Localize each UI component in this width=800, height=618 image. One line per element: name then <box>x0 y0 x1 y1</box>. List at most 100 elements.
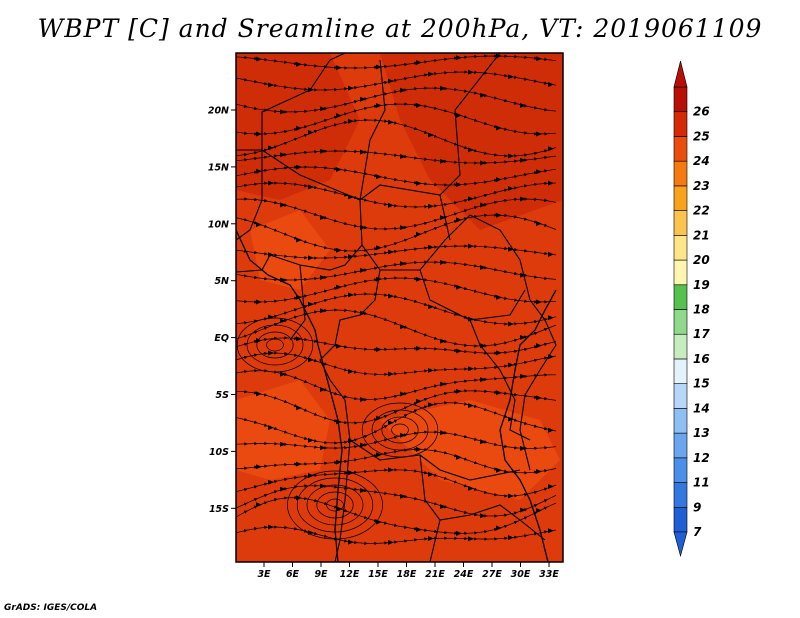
streamline-arrow <box>348 254 354 260</box>
streamline-arrow <box>388 539 394 545</box>
streamline-arrow <box>376 174 382 180</box>
streamlines <box>236 53 557 546</box>
streamline-arrow <box>400 324 406 330</box>
streamline-arrow <box>308 357 314 363</box>
colorbar-label: 25 <box>693 129 710 143</box>
streamline-arrow <box>280 371 286 377</box>
streamline-arrow <box>388 420 394 426</box>
map-title: WBPT [C] and Sreamline at 200hPa, VT: 20… <box>37 14 763 43</box>
streamline-arrow <box>308 255 314 261</box>
vortex-ring <box>266 338 284 352</box>
streamline-arrow <box>456 284 462 290</box>
streamline-arrow <box>296 336 302 342</box>
colorbar-label: 9 <box>693 500 701 514</box>
streamline-arrow <box>268 180 274 186</box>
streamline-arrow <box>428 471 434 477</box>
streamline-arrow <box>548 528 554 534</box>
streamline-arrow <box>520 373 526 379</box>
vortex-ring <box>287 470 383 540</box>
streamline-arrow <box>468 243 474 249</box>
colorbar-swatch <box>673 457 688 483</box>
streamline-arrow <box>388 293 394 299</box>
streamline-arrow <box>548 82 554 87</box>
coastline <box>236 229 557 562</box>
streamline-arrow <box>428 132 434 138</box>
streamline <box>236 149 557 165</box>
streamline-arrow <box>480 265 486 270</box>
streamline-arrow <box>480 377 486 383</box>
lat-tick-label: 20N <box>208 106 229 117</box>
streamline-arrow <box>400 154 406 159</box>
colorbar-label: 17 <box>693 327 710 341</box>
streamline-arrow <box>548 427 554 433</box>
streamline-arrow <box>296 495 302 501</box>
streamline <box>236 213 557 253</box>
lon-tick-label: 30E <box>511 569 531 580</box>
map-frame <box>235 52 564 563</box>
colorbar-swatch <box>673 383 688 409</box>
streamline-arrow <box>508 362 514 368</box>
colorbar-label: 23 <box>693 179 710 193</box>
streamline-arrow <box>256 502 262 508</box>
streamline-arrow <box>296 164 302 170</box>
colorbar-swatch <box>673 235 688 261</box>
streamline-arrow <box>536 343 542 349</box>
streamline-arrow <box>548 146 554 152</box>
streamline-arrow <box>308 130 314 135</box>
streamline-arrow <box>320 148 326 154</box>
colorbar-legend: 7 9 11 12 13 14 15 16 17 18 19 20 21 22 23 24 25 26 <box>673 60 710 558</box>
streamline-arrow <box>456 217 462 223</box>
colorbar-swatch <box>673 86 688 113</box>
streamline-arrow <box>508 246 514 252</box>
streamline-arrow <box>336 113 342 119</box>
streamline-arrow <box>416 231 422 237</box>
streamline-arrow <box>360 96 366 102</box>
colorbar-label: 16 <box>693 352 710 366</box>
streamline-arrow <box>360 149 366 155</box>
streamline-arrow <box>428 244 434 250</box>
vortex-ring <box>236 317 314 373</box>
streamline-arrow <box>428 536 434 541</box>
streamline-arrow <box>496 53 502 59</box>
streamline-arrow <box>376 452 382 458</box>
streamline-arrow <box>496 212 502 218</box>
streamline-arrow <box>520 196 526 202</box>
vortex-ring <box>381 416 419 444</box>
colorbar-label: 14 <box>693 401 710 415</box>
streamline-arrow <box>256 391 262 397</box>
streamline-arrow <box>480 439 486 445</box>
streamline-arrow <box>480 160 486 166</box>
colorbar-swatch <box>673 160 688 187</box>
colorbar-label: 15 <box>693 377 710 391</box>
colorbar-label: 26 <box>693 105 710 119</box>
lat-tick-label: EQ <box>214 333 229 344</box>
streamline-arrow <box>336 284 342 290</box>
streamline-arrow <box>440 381 446 387</box>
streamline-arrow <box>336 459 342 465</box>
streamline-arrow <box>508 535 514 541</box>
streamline-arrow <box>536 508 542 513</box>
lon-tick-label: 3E <box>257 569 271 580</box>
colorbar-label: 24 <box>693 154 710 168</box>
streamline-arrow <box>480 92 486 98</box>
streamline <box>236 54 557 70</box>
map-area <box>236 53 563 562</box>
colorbar-swatch <box>673 284 688 310</box>
streamline-arrow <box>440 430 446 436</box>
colorbar-swatch <box>673 136 688 162</box>
colorbar-label: 12 <box>693 451 710 465</box>
streamline-arrow <box>280 318 286 324</box>
streamline-arrow <box>256 56 262 62</box>
streamline-arrow <box>360 488 366 493</box>
colorbar-swatch <box>673 408 688 434</box>
streamline <box>236 244 557 260</box>
streamline-arrow <box>496 390 502 396</box>
streamline-arrow <box>268 425 274 431</box>
streamline-arrow <box>536 395 542 401</box>
streamline-arrow <box>440 259 446 265</box>
colorbar-swatch <box>673 333 688 360</box>
vortex-ring <box>371 409 429 451</box>
colorbar-swatch <box>673 432 688 459</box>
streamline-arrow <box>400 261 406 267</box>
lat-tick-label: 5N <box>214 276 229 287</box>
